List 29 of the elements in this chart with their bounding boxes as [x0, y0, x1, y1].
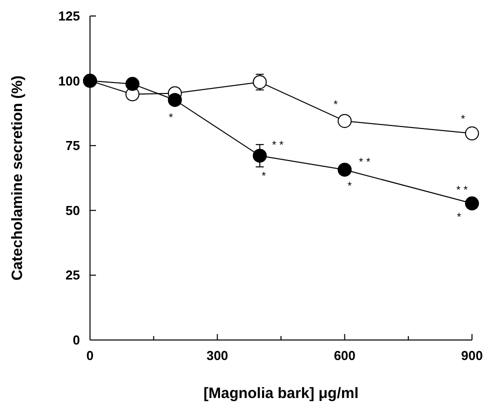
y-tick-label: 50 [66, 202, 80, 218]
annotation: * * [456, 184, 469, 196]
x-tick-label: 0 [86, 348, 94, 363]
annotation: * [262, 170, 267, 183]
annotation: * [348, 180, 353, 193]
y-tick-label: 125 [58, 8, 80, 24]
annotation: * [456, 211, 462, 224]
point [465, 126, 479, 140]
annotation: * * [272, 140, 284, 152]
point [252, 75, 267, 90]
x-tick-label: 600 [334, 348, 356, 363]
annotation: * [460, 113, 466, 126]
x-tick-label: 900 [461, 348, 483, 363]
y-axis-title: Catecholamine secretion (%) [9, 75, 26, 281]
x-tick-label: 300 [206, 348, 228, 363]
y-tick-label: 0 [72, 332, 80, 348]
x-axis-title: [Magnolia bark] μg/ml [203, 385, 359, 402]
point [465, 196, 479, 210]
point [338, 162, 352, 177]
y-tick-label: 75 [66, 138, 80, 154]
point [125, 76, 140, 91]
point [252, 148, 267, 163]
y-tick-label: 25 [66, 268, 80, 283]
annotation: * [168, 112, 174, 124]
annotation: * [334, 98, 339, 111]
point [168, 92, 182, 107]
y-tick-label: 100 [58, 73, 80, 88]
annotation: * * [358, 156, 372, 169]
point [338, 114, 352, 128]
